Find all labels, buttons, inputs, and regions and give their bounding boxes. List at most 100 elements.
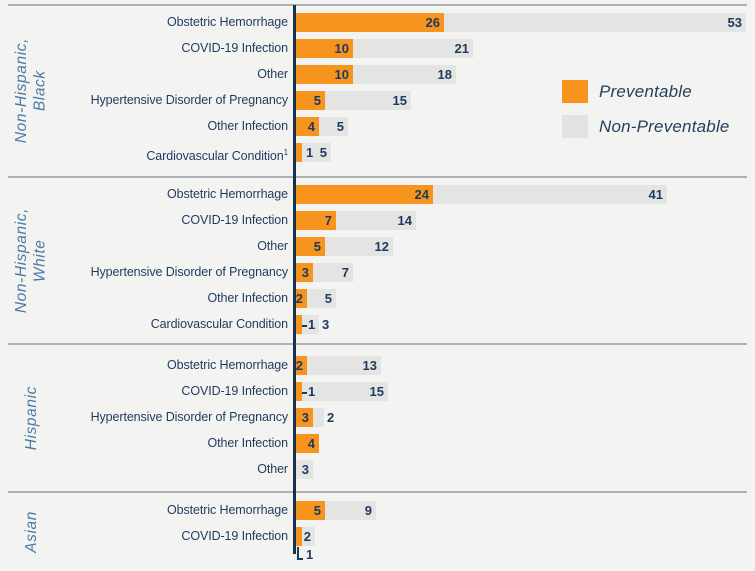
bar-row: Other Infection 4	[8, 434, 747, 453]
leader-dash-icon	[302, 324, 307, 327]
preventable-value: 3	[301, 265, 309, 280]
non-preventable-bar: 14	[336, 211, 416, 230]
preventable-bar: 5	[296, 91, 325, 110]
non-preventable-value: 7	[341, 265, 349, 280]
preventable-swatch-icon	[562, 80, 588, 103]
preventable-bar: 10	[296, 39, 353, 58]
preventable-value-leader: 1	[302, 382, 315, 401]
non-preventable-value: 2	[303, 529, 311, 544]
non-preventable-value: 5	[319, 145, 327, 160]
category-label: COVID-19 Infection	[181, 529, 288, 543]
category-label: Obstetric Hemorrhage	[167, 15, 288, 29]
category-label: Other	[257, 67, 288, 81]
non-preventable-value: 13	[362, 358, 377, 373]
rows-container: Obstetric Hemorrhage 24 41 COVID-19 Infecti…	[8, 178, 747, 334]
bar-group: 7 14	[296, 211, 416, 230]
bar-group: 26 53	[296, 13, 746, 32]
bar-row: Other Infection 2 5	[8, 289, 747, 308]
category-label: Other Infection	[207, 119, 289, 133]
non-preventable-bar: 21	[353, 39, 473, 58]
category-label: Obstetric Hemorrhage	[167, 358, 288, 372]
non-preventable-bar: 7	[313, 263, 353, 282]
non-preventable-bar: 41	[433, 185, 667, 204]
non-preventable-bar: 5	[307, 289, 336, 308]
category-label: Obstetric Hemorrhage	[167, 503, 288, 517]
category-label: COVID-19 Infection	[181, 384, 288, 398]
non-preventable-bar: 5	[302, 143, 331, 162]
preventable-value-leader: 1	[302, 315, 315, 334]
non-preventable-value: 5	[324, 291, 332, 306]
bar-row: COVID-19 Infection 7 14	[8, 211, 747, 230]
bar-row: COVID-19 Infection 15 1	[8, 382, 747, 401]
bar-group: 5 12	[296, 237, 393, 256]
legend-label-preventable: Preventable	[599, 81, 692, 101]
bar-row: Other 10 18	[8, 65, 747, 84]
bar-row: Cardiovascular Condition 3 1	[8, 315, 747, 334]
non-preventable-value: 41	[648, 187, 663, 202]
category-label: Cardiovascular Condition	[150, 317, 288, 331]
non-preventable-value: 3	[301, 462, 309, 477]
category-label: Hypertensive Disorder of Pregnancy	[90, 265, 288, 279]
preventable-bar: 24	[296, 185, 433, 204]
preventable-bar: 4	[296, 117, 319, 136]
non-preventable-value: 14	[397, 213, 412, 228]
non-preventable-bar: 18	[353, 65, 456, 84]
non-preventable-swatch-icon	[562, 115, 588, 138]
category-label: Hypertensive Disorder of Pregnancy	[90, 410, 288, 424]
non-preventable-bar: 3	[296, 460, 313, 479]
non-preventable-bar: 53	[444, 13, 746, 32]
non-preventable-value: 21	[454, 41, 469, 56]
bar-row: Hypertensive Disorder of Pregnancy 3 7	[8, 263, 747, 282]
group-section-1: Non-Hispanic, Black Obstetric Hemorrhage 2…	[8, 4, 747, 176]
preventable-value: 2	[295, 358, 303, 373]
preventable-bar	[296, 143, 302, 162]
preventable-value: 4	[307, 119, 315, 134]
non-preventable-value: 12	[374, 239, 389, 254]
non-preventable-bar: 9	[325, 501, 376, 520]
preventable-value: 5	[313, 239, 321, 254]
bar-row: Obstetric Hemorrhage 5 9	[8, 501, 747, 520]
legend-item-non-preventable: Non-Preventable	[562, 115, 730, 138]
non-preventable-bar: 13	[307, 356, 381, 375]
rows-container: Obstetric Hemorrhage 5 9 COVID-19 Infection…	[8, 493, 747, 562]
bar-group: 15 1	[296, 382, 388, 401]
preventable-value: 10	[334, 41, 349, 56]
preventable-value: 2	[295, 291, 303, 306]
preventable-value: 26	[425, 15, 440, 30]
preventable-value: 5	[313, 503, 321, 518]
non-preventable-value: 15	[392, 93, 407, 108]
non-preventable-value: 53	[727, 15, 742, 30]
group-section-2: Non-Hispanic, White Obstetric Hemorrhage 2…	[8, 176, 747, 343]
preventable-value: 5	[313, 93, 321, 108]
bar-row: Hypertensive Disorder of Pregnancy 3 2	[8, 408, 747, 427]
bar-row: Obstetric Hemorrhage 26 53	[8, 13, 747, 32]
bar-row: Obstetric Hemorrhage 24 41	[8, 185, 747, 204]
bar-group: 24 41	[296, 185, 667, 204]
bar-group: 5 15	[296, 91, 411, 110]
category-label: COVID-19 Infection	[181, 41, 288, 55]
preventable-value: 4	[307, 436, 315, 451]
non-preventable-bar: 15	[325, 91, 411, 110]
category-label: Other Infection	[207, 291, 289, 305]
preventable-bar: 2	[296, 289, 307, 308]
bar-row: Other 3	[8, 460, 747, 479]
bar-row: Cardiovascular Condition1 5 1	[8, 143, 747, 163]
bar-row: Other 5 12	[8, 237, 747, 256]
group-section-4: Asian Obstetric Hemorrhage 5 9 COVID-19 Infe…	[8, 491, 747, 571]
non-preventable-bar	[313, 408, 324, 427]
preventable-value: 1	[306, 145, 314, 160]
preventable-value: 1	[306, 547, 314, 562]
bar-group: 10 21	[296, 39, 473, 58]
category-label: Other	[257, 239, 288, 253]
preventable-value: 10	[334, 67, 349, 82]
legend-label-non-preventable: Non-Preventable	[599, 116, 730, 136]
category-label: Hypertensive Disorder of Pregnancy	[90, 93, 288, 107]
preventable-bar: 5	[296, 501, 325, 520]
category-label: Obstetric Hemorrhage	[167, 187, 288, 201]
